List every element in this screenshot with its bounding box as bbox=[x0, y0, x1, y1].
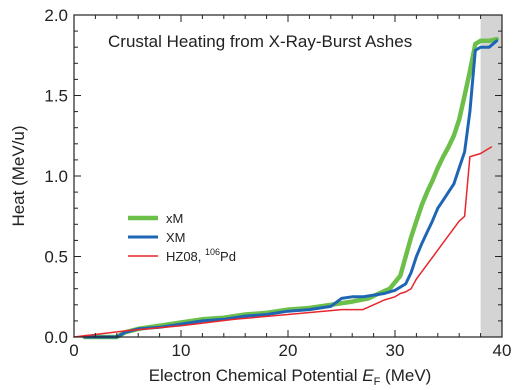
x-tick-label: 10 bbox=[172, 341, 191, 360]
legend-label-text: Pd bbox=[220, 249, 236, 264]
legend-label: xM bbox=[166, 211, 183, 226]
legend-label: HZ08, 106Pd bbox=[166, 247, 236, 264]
x-tick-label: 0 bbox=[69, 341, 78, 360]
y-tick-label: 0.5 bbox=[44, 248, 68, 267]
x-axis-label-subscript: F bbox=[374, 376, 381, 388]
series-line-xm bbox=[83, 39, 499, 339]
x-axis-label-unit: (MeV) bbox=[380, 366, 431, 385]
x-axis-label-symbol: E bbox=[362, 366, 374, 385]
y-axis-label: Heat (MeV/u) bbox=[9, 125, 28, 226]
legend: xM XM HZ08, 106Pd bbox=[128, 211, 236, 264]
legend-label: XM bbox=[166, 230, 186, 245]
x-tick-label: 40 bbox=[493, 341, 512, 360]
y-tick-label: 0.0 bbox=[44, 328, 68, 347]
series-line-hz08-106pd bbox=[73, 146, 493, 338]
chart-title: Crustal Heating from X-Ray-Burst Ashes bbox=[108, 32, 412, 51]
y-tick-label: 1.0 bbox=[44, 167, 68, 186]
axes-layer: 0 10 20 30 40 0.0 0.5 1.0 1.5 2.0 bbox=[44, 6, 511, 360]
x-axis-label-main: Electron Chemical Potential bbox=[149, 366, 363, 385]
series-line-xm bbox=[82, 36, 499, 340]
series-layer bbox=[73, 36, 499, 340]
y-tick-label: 2.0 bbox=[44, 6, 68, 25]
legend-label-superscript: 106 bbox=[205, 247, 220, 257]
x-tick-label: 20 bbox=[279, 341, 298, 360]
plot-frame bbox=[73, 14, 503, 338]
legend-label-text: HZ08, bbox=[166, 249, 205, 264]
x-axis-label: Electron Chemical Potential EF (MeV) bbox=[149, 366, 432, 388]
x-tick-label: 30 bbox=[386, 341, 405, 360]
y-tick-label: 1.5 bbox=[44, 87, 68, 106]
